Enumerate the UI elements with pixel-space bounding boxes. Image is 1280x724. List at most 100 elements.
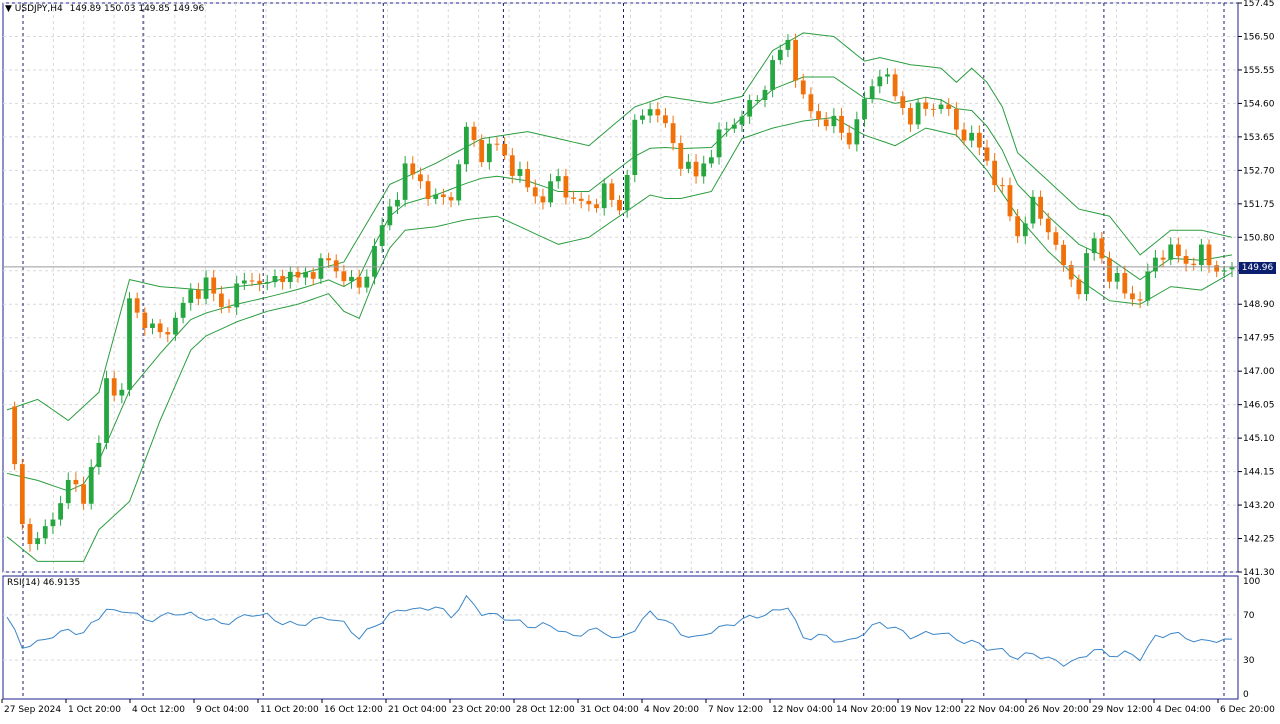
bearish-candle	[134, 298, 140, 313]
bearish-candle	[1068, 265, 1074, 280]
bearish-candle	[793, 39, 798, 81]
bullish-candle	[303, 272, 308, 278]
bullish-candle	[241, 280, 247, 284]
bullish-candle	[50, 519, 56, 527]
bearish-candle	[165, 332, 171, 335]
price-axis-label: 141.30	[1243, 568, 1275, 578]
symbol-dropdown-icon[interactable]: ▼	[5, 4, 12, 14]
rsi-label: RSI(14) 46.9135	[7, 578, 81, 588]
current-price-marker: 149.96	[1239, 262, 1276, 274]
time-axis-label: 28 Oct 12:00	[516, 705, 575, 715]
bearish-candle	[425, 181, 431, 199]
bearish-candle	[494, 143, 500, 145]
bearish-candle	[211, 277, 217, 294]
time-axis-label: 4 Nov 20:00	[644, 705, 699, 715]
bearish-candle	[984, 147, 990, 161]
bearish-candle	[280, 275, 286, 283]
price-axis-label: 151.75	[1243, 200, 1275, 210]
bearish-candle	[196, 289, 201, 299]
rsi-axis-label: 0	[1243, 690, 1249, 700]
bearish-candle	[992, 160, 998, 186]
bearish-candle	[479, 139, 485, 163]
bullish-candle	[701, 163, 707, 177]
bullish-candle	[349, 276, 354, 282]
price-axis-label: 155.55	[1243, 66, 1275, 76]
rsi-line	[6, 594, 1233, 667]
bullish-candle	[1168, 244, 1174, 260]
bearish-candle	[27, 524, 33, 545]
bearish-candle	[356, 276, 362, 288]
bearish-candle	[1061, 244, 1066, 266]
bullish-candle	[869, 86, 875, 99]
bullish-candle	[1221, 270, 1227, 272]
bullish-candle	[1198, 244, 1204, 265]
bearish-candle	[663, 115, 668, 124]
price-axis-label: 147.95	[1243, 334, 1275, 344]
bearish-candle	[418, 174, 423, 182]
bearish-candle	[257, 280, 263, 284]
bearish-candle	[961, 129, 967, 141]
bearish-candle	[1130, 293, 1135, 300]
bullish-candle	[877, 76, 883, 87]
bearish-candle	[509, 155, 515, 176]
bullish-candle	[1084, 253, 1089, 295]
bearish-candle	[1053, 232, 1059, 245]
bullish-candle	[647, 109, 653, 116]
time-axis-label: 1 Oct 20:00	[68, 705, 121, 715]
bearish-candle	[670, 123, 676, 144]
bullish-candle	[42, 526, 48, 539]
time-axis-label: 6 Dec 20:00	[1220, 705, 1275, 715]
bearish-candle	[693, 161, 699, 177]
bearish-candle	[226, 306, 232, 308]
bullish-candle	[716, 129, 722, 158]
bullish-candle	[1030, 196, 1036, 224]
price-axis-label: 148.90	[1243, 300, 1275, 310]
bearish-candle	[502, 143, 508, 156]
bullish-candle	[364, 276, 370, 288]
bullish-candle	[58, 503, 63, 520]
bullish-candle	[724, 128, 730, 130]
bullish-candle	[632, 119, 638, 175]
bullish-candle	[35, 538, 41, 545]
bearish-candle	[586, 200, 592, 205]
bearish-candle	[142, 312, 148, 328]
price-axis-label: 154.60	[1243, 99, 1275, 109]
bullish-candle	[433, 194, 439, 199]
bearish-candle	[1160, 257, 1166, 260]
bearish-candle	[532, 187, 538, 197]
bearish-candle	[471, 126, 477, 140]
bearish-candle	[908, 107, 913, 125]
bearish-candle	[1076, 279, 1082, 295]
bearish-candle	[1099, 238, 1105, 259]
bearish-candle	[846, 132, 852, 145]
bearish-candle	[578, 198, 584, 201]
bearish-candle	[976, 132, 982, 148]
bearish-candle	[931, 108, 936, 110]
bullish-candle	[754, 100, 760, 102]
bearish-candle	[1214, 265, 1220, 272]
bearish-candle	[341, 271, 347, 282]
time-axis-label: 16 Oct 12:00	[324, 705, 383, 715]
price-axis-label: 152.70	[1243, 166, 1275, 176]
bearish-candle	[12, 406, 18, 465]
bullish-candle	[708, 157, 714, 164]
bearish-candle	[218, 293, 224, 307]
bearish-candle	[594, 204, 599, 209]
bullish-candle	[640, 115, 645, 120]
bullish-candle	[601, 183, 607, 209]
time-axis-label: 11 Oct 20:00	[260, 705, 319, 715]
price-axis-label: 153.65	[1243, 133, 1275, 143]
price-panel-frame	[2, 2, 1239, 573]
price-axis-label: 144.15	[1243, 468, 1275, 478]
bullish-candle	[1153, 257, 1158, 272]
bearish-candle	[1107, 258, 1112, 282]
symbol-timeframe: USDJPY,H4	[14, 4, 63, 14]
bullish-candle	[180, 302, 186, 318]
bullish-candle	[1114, 273, 1120, 282]
bearish-candle	[295, 271, 301, 278]
bearish-candle	[953, 108, 959, 130]
time-axis-label: 21 Oct 04:00	[388, 705, 447, 715]
time-axis-label: 7 Nov 12:00	[708, 705, 763, 715]
